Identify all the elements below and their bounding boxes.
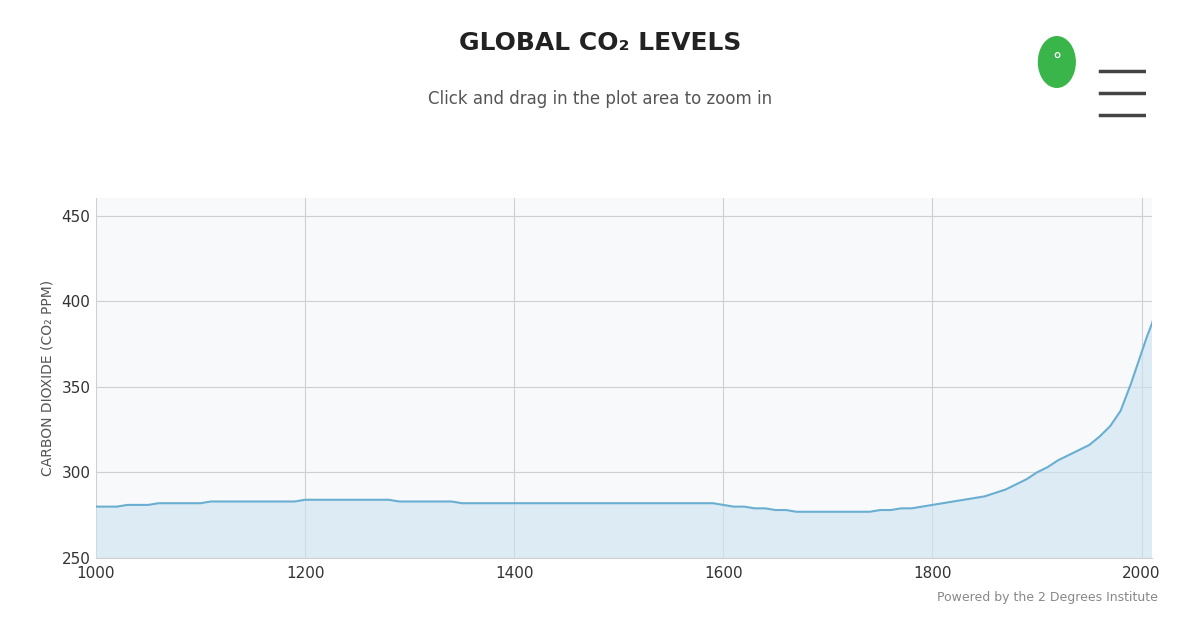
Text: GLOBAL CO₂ LEVELS: GLOBAL CO₂ LEVELS	[458, 31, 742, 55]
Text: 2: 2	[992, 84, 1025, 129]
Text: Powered by the 2 Degrees Institute: Powered by the 2 Degrees Institute	[937, 591, 1158, 604]
Y-axis label: CARBON DIOXIDE (CO₂ PPM): CARBON DIOXIDE (CO₂ PPM)	[41, 280, 54, 476]
Text: INSTITUTE: INSTITUTE	[1006, 151, 1058, 160]
Text: Click and drag in the plot area to zoom in: Click and drag in the plot area to zoom …	[428, 90, 772, 108]
Circle shape	[1038, 37, 1075, 87]
Text: °: °	[1052, 53, 1062, 71]
